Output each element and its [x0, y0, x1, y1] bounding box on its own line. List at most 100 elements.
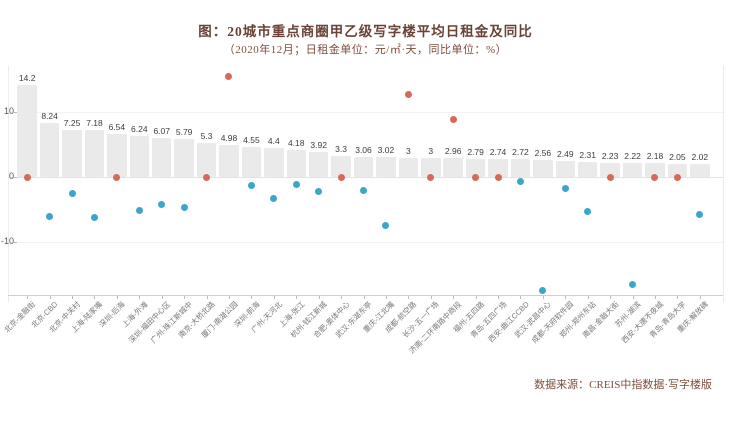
yoy-dot — [472, 173, 480, 181]
rent-bar — [17, 84, 37, 177]
yoy-dot — [337, 173, 345, 181]
x-axis-line — [8, 295, 723, 296]
bar-value-label: 3 — [428, 145, 434, 156]
rent-bar — [465, 158, 486, 177]
x-tick-mark — [363, 296, 365, 299]
y-tick-mark — [14, 177, 17, 178]
bar-value-label: 2.23 — [601, 150, 619, 161]
yoy-dot — [360, 186, 367, 194]
rent-bar — [241, 147, 262, 177]
yoy-dot — [673, 173, 681, 181]
yoy-dot — [651, 173, 659, 181]
rent-bar — [533, 160, 553, 177]
x-tick-mark — [654, 296, 656, 299]
bar-value-label: 4.98 — [220, 132, 238, 143]
bar-value-label: 2.72 — [512, 147, 529, 158]
rent-bar — [174, 139, 194, 177]
rent-bar — [443, 157, 463, 177]
bar-value-label: 2.05 — [669, 151, 686, 162]
rent-bar — [376, 157, 396, 177]
x-tick-mark — [251, 296, 253, 299]
rent-bar — [577, 161, 598, 177]
rent-bar — [645, 162, 665, 177]
yoy-dot — [315, 188, 323, 196]
yoy-dot — [158, 201, 166, 209]
x-tick-mark — [184, 296, 186, 299]
x-tick-mark — [677, 296, 679, 299]
bar-value-label: 5.3 — [200, 130, 213, 141]
right-spine — [723, 66, 724, 302]
bar-value-label: 4.55 — [243, 135, 260, 146]
bar-value-label: 7.18 — [86, 118, 103, 129]
yoy-dot — [516, 178, 524, 186]
bar-value-label: 2.49 — [557, 148, 574, 159]
x-tick-mark — [318, 296, 320, 299]
rent-bar — [129, 136, 150, 177]
y-gridline — [8, 242, 723, 243]
x-tick-mark — [408, 296, 410, 299]
y-axis-tick-label: -10 — [0, 236, 14, 246]
bar-value-label: 2.56 — [534, 148, 552, 159]
yoy-dot — [584, 207, 592, 215]
rent-bar — [398, 157, 419, 177]
x-tick-mark — [94, 296, 96, 299]
bar-value-label: 14.2 — [18, 72, 36, 83]
rent-bar — [555, 160, 576, 177]
yoy-dot — [90, 214, 98, 222]
yoy-dot — [404, 90, 412, 98]
rent-bar — [39, 123, 60, 177]
x-tick-mark — [475, 296, 477, 299]
x-tick-mark — [341, 296, 343, 299]
x-tick-mark — [699, 296, 701, 299]
x-tick-mark — [228, 296, 230, 299]
bar-value-label: 6.24 — [131, 124, 148, 135]
bar-value-label: 2.79 — [467, 146, 484, 157]
rent-bar — [510, 159, 531, 177]
x-tick-mark — [453, 296, 455, 299]
y-tick-mark — [14, 112, 17, 113]
x-tick-mark — [273, 296, 275, 299]
rent-bar — [107, 134, 127, 177]
rent-bar — [331, 155, 351, 177]
x-tick-mark — [520, 296, 522, 299]
x-tick-mark — [385, 296, 387, 299]
rent-bar — [488, 159, 508, 177]
bar-value-label: 8.24 — [41, 111, 58, 122]
x-tick-mark — [498, 296, 500, 299]
yoy-dot — [113, 173, 121, 181]
bar-value-label: 7.25 — [63, 117, 81, 128]
yoy-dot — [292, 180, 300, 188]
bar-value-label: 2.02 — [691, 151, 709, 162]
rent-bar — [308, 151, 329, 177]
yoy-dot — [382, 222, 390, 230]
y-gridline — [8, 177, 723, 178]
x-tick-mark — [206, 296, 208, 299]
yoy-dot — [449, 115, 457, 123]
yoy-dot — [68, 189, 76, 197]
x-tick-mark — [587, 296, 589, 299]
x-tick-mark — [27, 296, 29, 299]
bar-value-label: 3 — [405, 145, 411, 156]
bar-value-label: 2.18 — [646, 150, 664, 161]
y-gridline — [8, 112, 723, 113]
x-tick-mark — [565, 296, 567, 299]
x-tick-mark — [610, 296, 612, 299]
bar-value-label: 2.74 — [489, 147, 507, 158]
bar-value-label: 2.31 — [579, 149, 596, 160]
x-tick-mark — [542, 296, 544, 299]
x-tick-mark — [161, 296, 163, 299]
yoy-dot — [135, 207, 143, 215]
rent-bar — [151, 137, 172, 177]
bar-value-label: 4.18 — [287, 137, 305, 148]
bar-value-label: 6.54 — [108, 122, 126, 133]
left-spine — [8, 66, 9, 302]
bar-value-label: 3.06 — [355, 145, 372, 156]
x-tick-mark — [139, 296, 141, 299]
rent-bar — [62, 129, 82, 177]
chart-title: 图：20城市重点商圈甲乙级写字楼平均日租金及同比 — [198, 24, 533, 39]
x-tick-mark — [430, 296, 432, 299]
yoy-dot — [225, 73, 233, 81]
yoy-dot — [203, 173, 211, 181]
rent-bar — [600, 162, 620, 177]
rent-bar — [286, 149, 306, 177]
